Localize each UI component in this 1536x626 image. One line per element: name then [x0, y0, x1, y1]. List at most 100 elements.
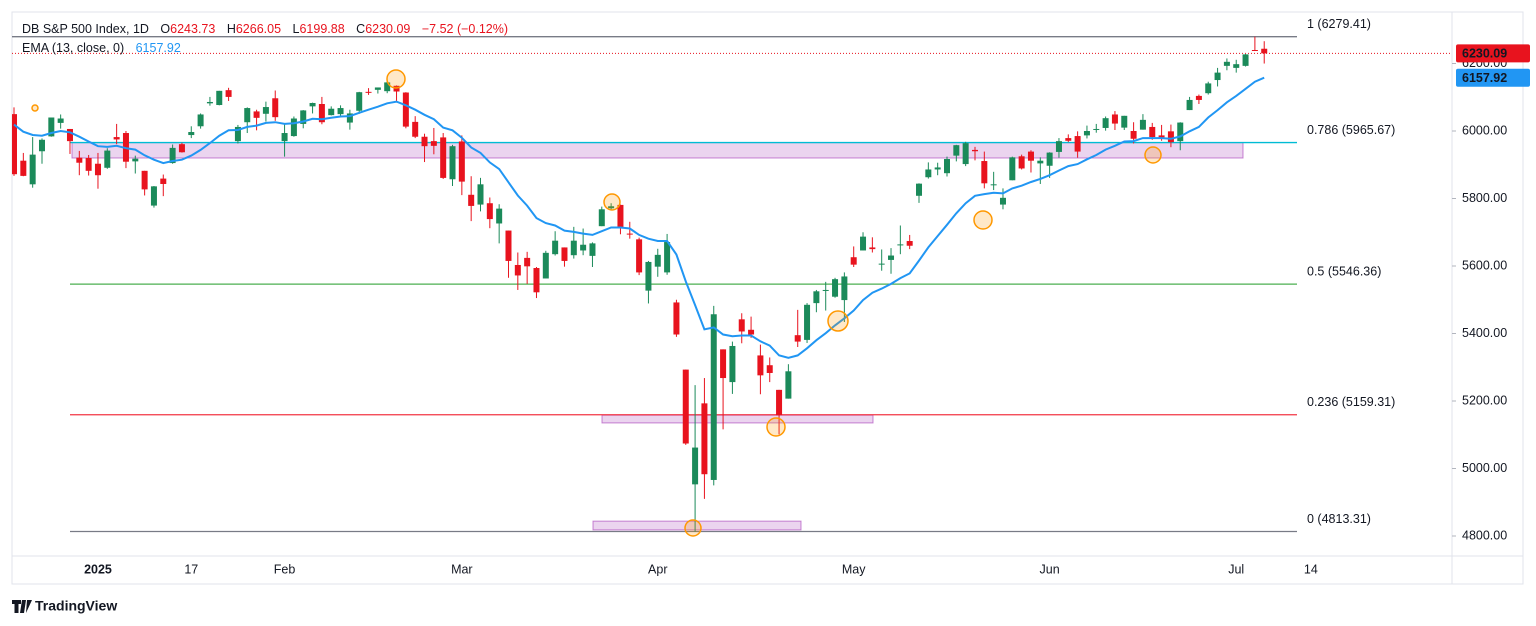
- y-tick-label: 5000.00: [1462, 461, 1507, 475]
- candle-body: [94, 163, 101, 176]
- candle-body: [496, 208, 503, 224]
- y-tick-label: 5800.00: [1462, 191, 1507, 205]
- candle-body: [216, 90, 223, 106]
- marker: [1144, 146, 1162, 164]
- candle-body: [934, 167, 941, 170]
- candle-body: [38, 139, 45, 152]
- brand: TradingView: [12, 598, 117, 614]
- candle-body: [113, 137, 120, 140]
- candle-body: [999, 197, 1006, 205]
- candle-body: [290, 118, 297, 137]
- candle-body: [66, 128, 73, 142]
- candle-body: [449, 146, 456, 180]
- candle-body: [1205, 83, 1212, 94]
- candle-body: [272, 98, 279, 118]
- fib-label: 0.5 (5546.36): [1307, 264, 1381, 278]
- candle-body: [468, 194, 475, 206]
- candle-body: [533, 268, 540, 293]
- candle-body: [12, 114, 17, 175]
- candle-body: [1027, 151, 1034, 161]
- candle-body: [141, 170, 148, 190]
- price-zone: [601, 414, 874, 424]
- x-tick-label: Feb: [274, 562, 296, 576]
- candle-body: [598, 209, 605, 227]
- candle-body: [421, 136, 428, 147]
- candle-body: [169, 147, 176, 164]
- candle-body: [1037, 160, 1044, 164]
- candle-body: [673, 302, 680, 335]
- candle-body: [1149, 126, 1156, 138]
- candle-body: [225, 90, 232, 97]
- y-tick-label: 5400.00: [1462, 326, 1507, 340]
- candle-body: [608, 206, 615, 209]
- candle-body: [897, 244, 904, 246]
- frame: [11, 11, 1524, 585]
- candle-body: [1055, 141, 1062, 152]
- candle-body: [701, 403, 708, 475]
- marker: [684, 519, 702, 537]
- legend-value: 6266.05: [236, 22, 281, 36]
- candle-body: [645, 261, 652, 291]
- marker: [973, 210, 993, 230]
- candle-body: [85, 157, 92, 171]
- candle-body: [234, 126, 241, 142]
- annotations: [31, 69, 1162, 537]
- candle-body: [514, 264, 521, 276]
- candle-body: [486, 203, 493, 220]
- candle-body: [1093, 128, 1100, 130]
- candle-body: [990, 184, 997, 186]
- candle-body: [729, 345, 736, 383]
- candle-body: [188, 132, 195, 136]
- x-tick-label: 17: [184, 562, 198, 576]
- candle-body: [244, 108, 251, 123]
- candle-body: [524, 257, 531, 267]
- candle-body: [860, 236, 867, 251]
- candle-body: [1195, 95, 1202, 100]
- candle-body: [337, 108, 344, 115]
- marker: [31, 104, 39, 112]
- candle-body: [916, 183, 923, 196]
- candle-body: [1130, 130, 1137, 139]
- candle-body: [720, 349, 727, 379]
- candle-body: [309, 102, 316, 107]
- candle-body: [748, 329, 755, 335]
- candle-body: [1158, 135, 1165, 138]
- candle-body: [626, 233, 633, 235]
- y-tick-label: 5600.00: [1462, 258, 1507, 272]
- candle-body: [636, 239, 643, 273]
- brand-logo: [12, 600, 32, 613]
- x-tick-label: Jun: [1040, 562, 1060, 576]
- candle-body: [412, 121, 419, 137]
- candle-body: [318, 103, 325, 123]
- candle-body: [346, 113, 353, 123]
- candle-body: [776, 389, 783, 416]
- candle-body: [1233, 64, 1240, 68]
- x-tick-label: Mar: [451, 562, 473, 576]
- y-tick-label: 4800.00: [1462, 528, 1507, 542]
- candle-body: [1121, 115, 1128, 128]
- candle-body: [822, 289, 829, 291]
- candle-body: [841, 276, 848, 301]
- candle-body: [57, 118, 64, 123]
- x-tick-label: 2025: [84, 562, 112, 576]
- marker: [603, 193, 621, 211]
- candle-body: [710, 314, 717, 480]
- candle-body: [356, 92, 363, 111]
- candle-body: [1111, 114, 1118, 124]
- x-tick-label: Apr: [648, 562, 667, 576]
- y-tick-label: 6000.00: [1462, 123, 1507, 137]
- candle-body: [804, 304, 811, 340]
- candle-body: [29, 154, 36, 185]
- candle-body: [1177, 122, 1184, 142]
- candle-body: [160, 178, 167, 184]
- candle-body: [878, 263, 885, 265]
- candle-body: [617, 204, 624, 229]
- candle-body: [738, 319, 745, 332]
- candle-body: [365, 91, 372, 93]
- fib-label: 0.236 (5159.31): [1307, 395, 1395, 409]
- candle-body: [953, 145, 960, 156]
- candle-body: [402, 92, 409, 127]
- candle-body: [253, 111, 260, 118]
